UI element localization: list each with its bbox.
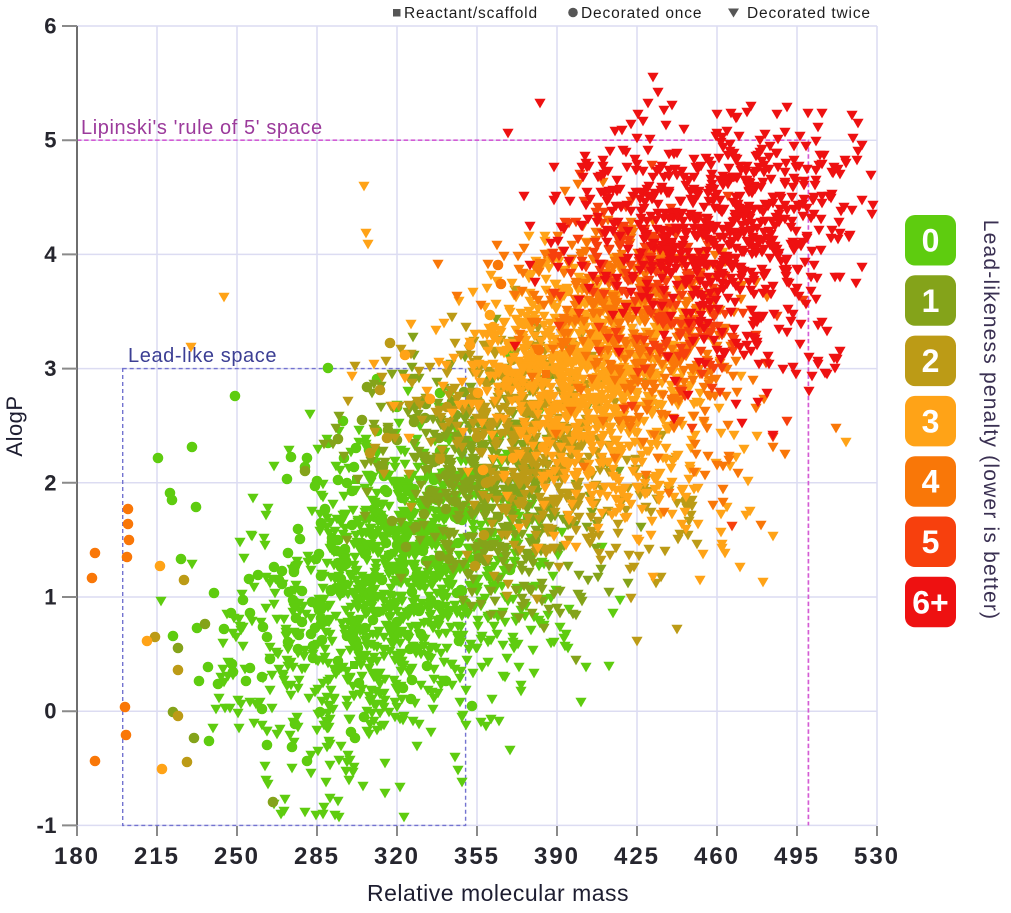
svg-text:Lead-like space: Lead-like space xyxy=(128,345,277,367)
svg-text:4: 4 xyxy=(922,464,940,500)
svg-text:250: 250 xyxy=(214,843,260,870)
svg-text:2: 2 xyxy=(922,343,940,379)
svg-text:Reactant/scaffold: Reactant/scaffold xyxy=(404,5,538,22)
svg-text:180: 180 xyxy=(54,843,100,870)
svg-text:Lead-likeness penalty (lower i: Lead-likeness penalty (lower is better) xyxy=(979,220,1002,620)
svg-text:3: 3 xyxy=(44,356,57,381)
svg-text:-1: -1 xyxy=(36,813,57,838)
svg-text:0: 0 xyxy=(44,699,57,724)
svg-text:Lipinski's 'rule of 5' space: Lipinski's 'rule of 5' space xyxy=(81,117,323,139)
svg-text:425: 425 xyxy=(614,843,660,870)
svg-text:390: 390 xyxy=(534,843,580,870)
svg-text:6: 6 xyxy=(44,14,57,39)
svg-text:355: 355 xyxy=(454,843,500,870)
svg-text:495: 495 xyxy=(774,843,820,870)
svg-text:5: 5 xyxy=(44,128,57,153)
svg-text:1: 1 xyxy=(922,283,940,319)
svg-text:5: 5 xyxy=(922,524,940,560)
svg-text:2: 2 xyxy=(44,470,57,495)
svg-text:320: 320 xyxy=(374,843,420,870)
svg-text:285: 285 xyxy=(294,843,340,870)
svg-text:1: 1 xyxy=(44,585,57,610)
svg-text:4: 4 xyxy=(44,242,57,267)
svg-text:Decorated twice: Decorated twice xyxy=(747,5,871,22)
svg-text:215: 215 xyxy=(134,843,180,870)
svg-text:6+: 6+ xyxy=(912,584,948,620)
svg-text:Decorated once: Decorated once xyxy=(581,5,702,22)
svg-text:Relative molecular mass: Relative molecular mass xyxy=(367,880,629,906)
svg-text:460: 460 xyxy=(694,843,740,870)
svg-text:AlogP: AlogP xyxy=(2,395,27,456)
svg-text:3: 3 xyxy=(922,403,940,439)
svg-text:0: 0 xyxy=(922,223,940,259)
svg-text:530: 530 xyxy=(854,843,900,870)
